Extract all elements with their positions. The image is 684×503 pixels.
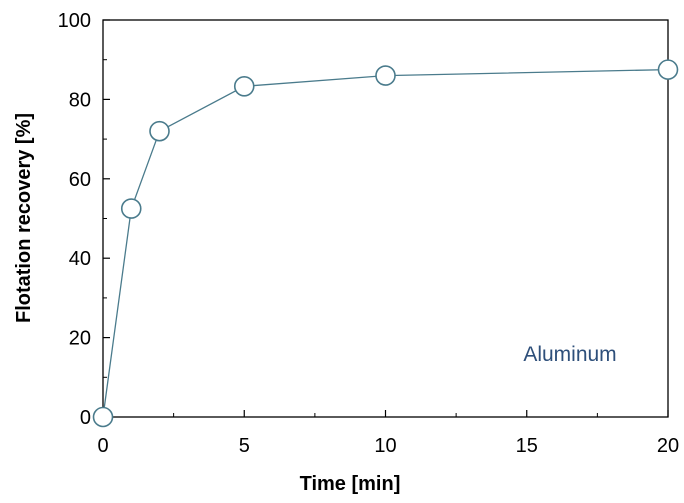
data-point bbox=[92, 406, 114, 428]
series-points bbox=[92, 59, 679, 428]
x-axis-ticks: 0 5 10 15 20 bbox=[97, 410, 679, 457]
x-tick-label: 0 bbox=[97, 435, 108, 457]
series-line bbox=[102, 68, 669, 418]
series-annotation-label: Aluminum bbox=[523, 343, 616, 366]
data-point bbox=[657, 59, 679, 80]
x-tick-label: 15 bbox=[516, 435, 538, 457]
y-axis-ticks: 0 20 40 60 80 100 bbox=[58, 10, 110, 429]
data-point bbox=[233, 75, 255, 97]
minor-ticks bbox=[103, 59, 598, 417]
x-tick-label: 10 bbox=[374, 435, 396, 457]
x-axis-title: Time [min] bbox=[300, 473, 401, 495]
y-tick-label: 80 bbox=[69, 89, 91, 111]
y-axis-title: Flotation recovery [%] bbox=[13, 113, 35, 323]
y-tick-label: 0 bbox=[80, 407, 91, 429]
y-tick-label: 40 bbox=[69, 248, 91, 270]
x-tick-label: 20 bbox=[657, 435, 679, 457]
data-point bbox=[375, 65, 396, 86]
y-tick-label: 60 bbox=[69, 169, 91, 191]
data-point bbox=[149, 120, 170, 142]
x-tick-label: 5 bbox=[239, 435, 250, 457]
data-point bbox=[120, 198, 142, 219]
y-tick-label: 20 bbox=[69, 328, 91, 350]
y-tick-label: 100 bbox=[58, 10, 91, 32]
